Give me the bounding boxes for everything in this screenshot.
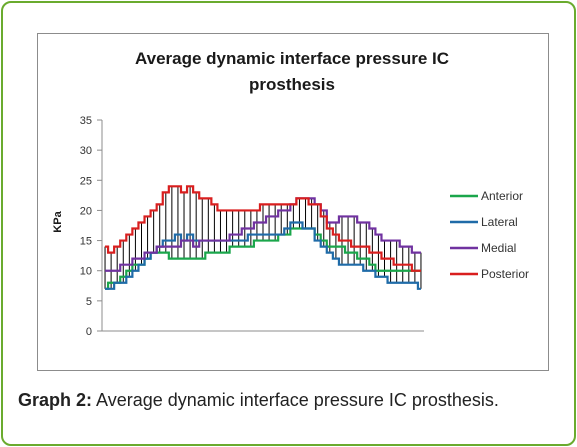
y-tick-label: 20 <box>80 205 92 217</box>
caption-text: Average dynamic interface pressure IC pr… <box>92 390 499 410</box>
y-tick-label: 10 <box>80 266 92 278</box>
chart-title-line-2: prosthesis <box>249 75 335 94</box>
y-tick-label: 30 <box>80 145 92 157</box>
y-axis-label: KPa <box>52 210 64 232</box>
legend-label-lateral: Lateral <box>481 215 518 229</box>
y-tick-label: 25 <box>80 175 92 187</box>
series-line-medial <box>105 197 421 272</box>
y-tick-label: 15 <box>80 236 92 248</box>
figure-caption: Graph 2: Average dynamic interface press… <box>18 390 499 411</box>
chart-svg: Average dynamic interface pressure IC pr… <box>52 49 529 338</box>
legend-label-medial: Medial <box>481 241 516 255</box>
y-tick-label: 35 <box>80 115 92 127</box>
series-line-posterior <box>105 185 421 272</box>
y-tick-label: 5 <box>86 296 92 308</box>
caption-label: Graph 2: <box>18 390 93 410</box>
chart-title-line-1: Average dynamic interface pressure IC <box>135 49 449 68</box>
legend-label-anterior: Anterior <box>481 189 523 203</box>
legend-label-posterior: Posterior <box>481 267 529 281</box>
chart-area: Average dynamic interface pressure IC pr… <box>37 33 549 371</box>
y-tick-label: 0 <box>86 326 92 338</box>
